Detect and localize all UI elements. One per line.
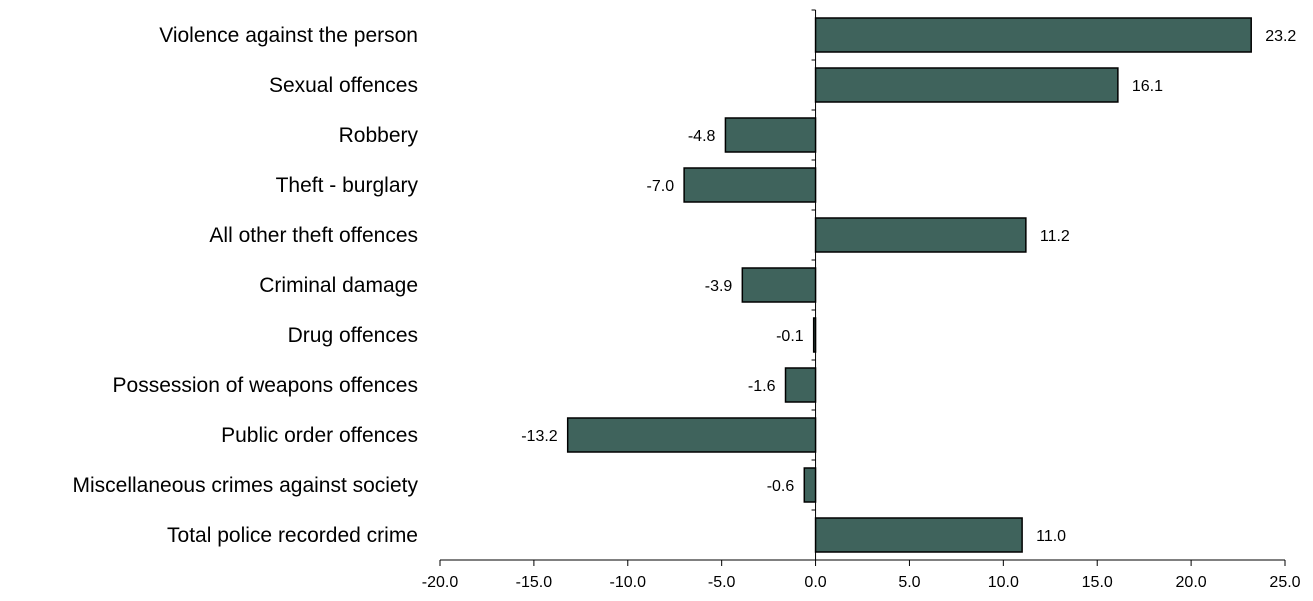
chart-bars (566, 17, 1252, 553)
bar (814, 517, 1023, 553)
value-label: -7.0 (647, 178, 675, 195)
x-tick-label: -5.0 (708, 574, 736, 591)
value-label: 16.1 (1132, 78, 1163, 95)
x-tick-label: 15.0 (1082, 574, 1113, 591)
category-label: Sexual offences (269, 74, 418, 97)
x-tick-label: 0.0 (804, 574, 826, 591)
value-label: 11.2 (1040, 228, 1070, 245)
category-label: Drug offences (288, 324, 418, 347)
bar (683, 167, 817, 203)
bar (724, 117, 817, 153)
bar (814, 17, 1252, 53)
chart-labels: -20.0 -15.0 -10.0 -5.0 0.0 5.0 10.0 15.0 20.0 25.… (73, 24, 1301, 591)
x-tick-label: 5.0 (898, 574, 920, 591)
category-label: Public order offences (221, 424, 418, 447)
value-label: 11.0 (1036, 528, 1066, 545)
category-label: Theft - burglary (276, 174, 419, 197)
bar (784, 367, 817, 403)
bar (812, 317, 817, 353)
value-label: -1.6 (748, 378, 776, 395)
x-tick-label: -20.0 (422, 574, 459, 591)
bar (741, 267, 817, 303)
value-label: 23.2 (1265, 28, 1296, 45)
x-tick-label: 10.0 (988, 574, 1019, 591)
bar (814, 67, 1119, 103)
value-label: -0.1 (776, 328, 804, 345)
value-label: -4.8 (688, 128, 716, 145)
bar (814, 217, 1027, 253)
bar (803, 467, 817, 503)
value-label: -3.9 (705, 278, 733, 295)
value-label: -0.6 (767, 478, 795, 495)
category-label: Miscellaneous crimes against society (73, 474, 419, 497)
category-label: Total police recorded crime (167, 524, 418, 547)
category-label: Violence against the person (159, 24, 418, 47)
x-tick-label: -15.0 (516, 574, 553, 591)
category-label: Criminal damage (259, 274, 418, 297)
category-label: Possession of weapons offences (113, 374, 418, 397)
category-label: All other theft offences (209, 224, 418, 247)
x-tick-label: 20.0 (1176, 574, 1207, 591)
x-tick-label: -10.0 (610, 574, 647, 591)
bar (566, 417, 817, 453)
value-label: -13.2 (521, 428, 558, 445)
category-label: Robbery (339, 124, 419, 147)
x-tick-label: 25.0 (1269, 574, 1300, 591)
